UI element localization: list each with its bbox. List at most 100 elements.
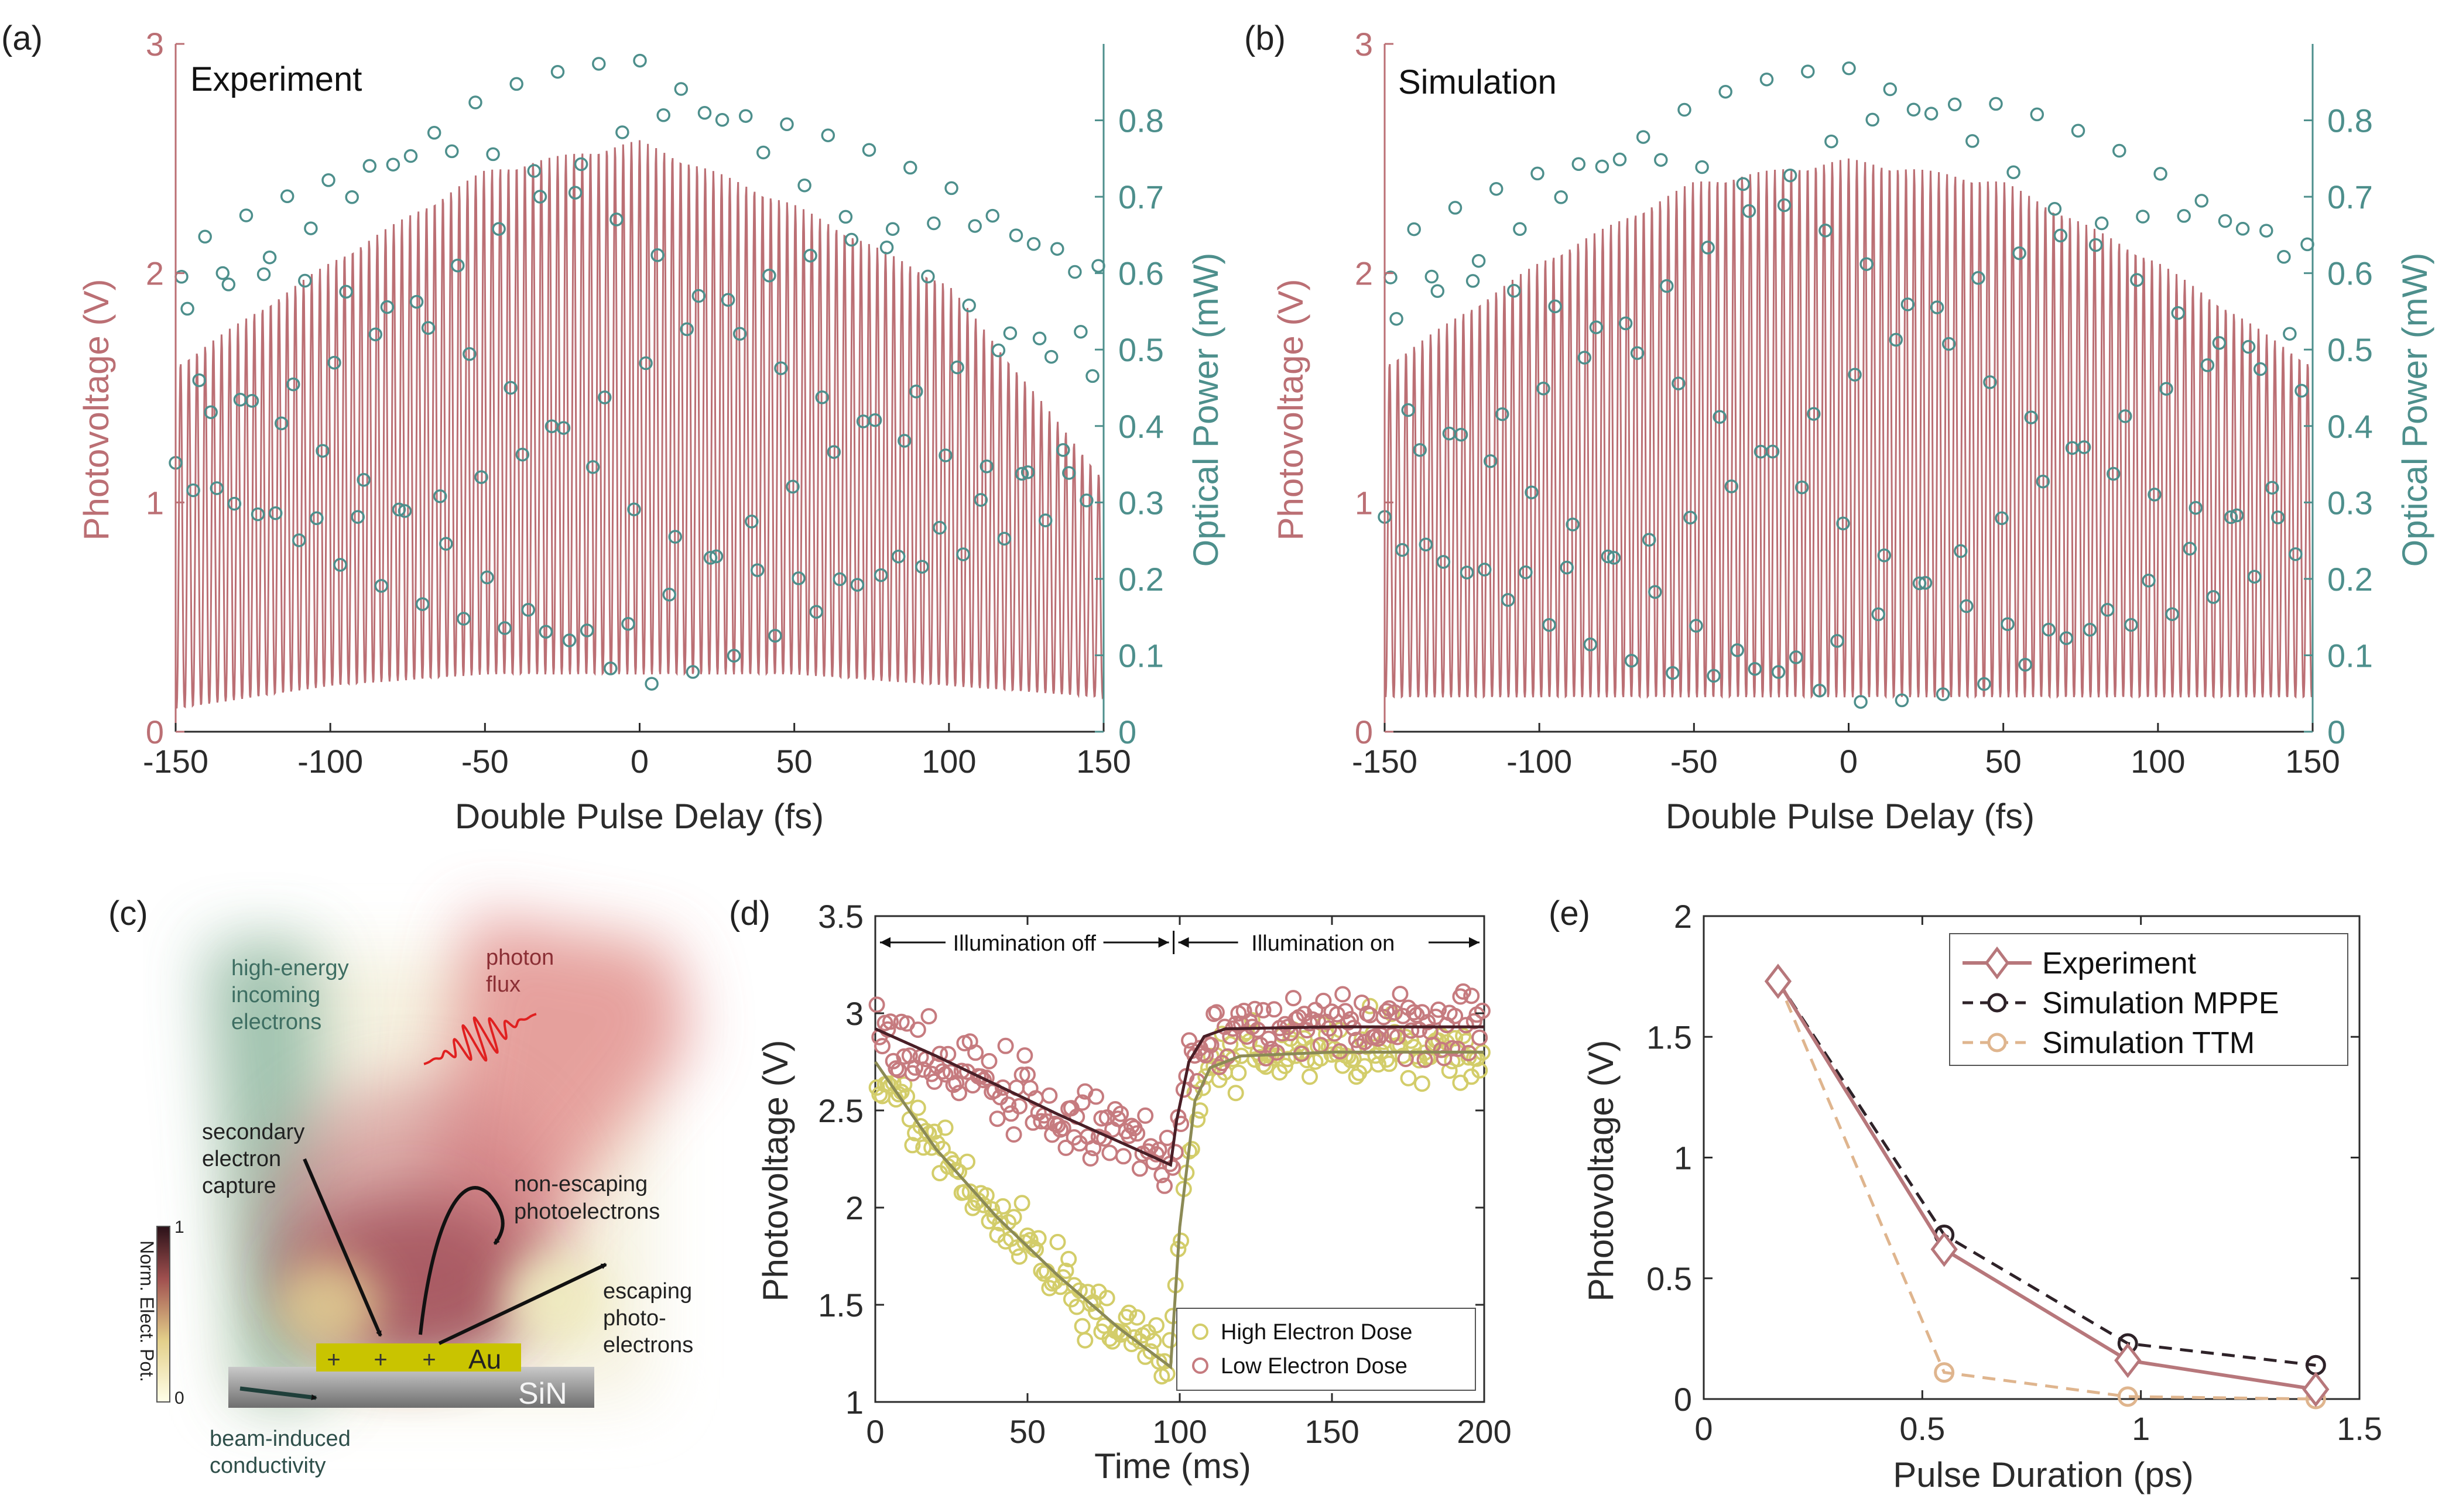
optical-power-point: [2294, 383, 2309, 398]
y-tick-label-right: 0.3: [2327, 484, 2373, 521]
photon-flux-wave: [423, 1013, 537, 1065]
optical-power-point: [1465, 274, 1480, 288]
dose-scatter-point: [1378, 1003, 1395, 1020]
optical-power-point: [980, 460, 994, 474]
optical-power-point: [316, 444, 330, 458]
dose-scatter-point: [879, 1021, 896, 1038]
optical-power-point: [838, 210, 853, 224]
optical-power-point: [756, 145, 770, 160]
optical-power-point: [1038, 513, 1053, 527]
optical-power-point: [1707, 668, 1721, 683]
optical-power-point: [2047, 202, 2062, 216]
colorbar: [156, 1226, 170, 1403]
y-tick-label-right: 0.8: [2327, 102, 2373, 139]
optical-power-point: [709, 549, 724, 564]
svg-text:photo-: photo-: [603, 1306, 666, 1331]
optical-power-point: [944, 181, 958, 196]
dose-scatter-point: [909, 1021, 926, 1038]
dose-scatter-point: [1074, 1094, 1091, 1111]
panel-a-ylabel-right: Optical Power (mW): [1186, 253, 1225, 567]
panel-e-ylabel: Photovoltage (V): [1581, 1040, 1621, 1302]
arrow-head: [1178, 937, 1189, 948]
dose-scatter-point: [934, 1063, 951, 1080]
optical-power-point: [1401, 403, 1415, 417]
y-tick-label: 2: [845, 1189, 864, 1226]
dose-scatter-point: [1471, 1062, 1488, 1079]
optical-power-point: [1068, 265, 1082, 279]
optical-power-point: [463, 347, 477, 361]
dose-scatter-point: [1203, 1037, 1220, 1054]
x-tick-label: 0: [1840, 743, 1858, 780]
x-tick-label: 150: [1304, 1413, 1359, 1450]
optical-power-point: [509, 77, 523, 91]
panel-c-label: (c): [108, 894, 148, 932]
dose-scatter-point: [984, 1201, 1001, 1218]
optical-power-point: [1900, 297, 1915, 311]
optical-power-point: [1477, 563, 1492, 577]
panel-d-ylabel: Photovoltage (V): [756, 1040, 795, 1302]
optical-power-point: [274, 416, 289, 431]
optical-power-point: [1842, 61, 1856, 76]
y-tick-label-right: 0.2: [2327, 561, 2373, 598]
optical-power-point: [256, 267, 271, 282]
y-tick-label-right: 0.7: [1118, 179, 1164, 215]
optical-power-point: [680, 322, 694, 337]
dose-scatter-point: [1463, 988, 1480, 1004]
dose-scatter-point: [1011, 1248, 1028, 1265]
y-tick-label-right: 0: [2327, 714, 2345, 750]
optical-power-point: [627, 502, 641, 516]
optical-power-point: [1807, 407, 1821, 421]
optical-power-point: [398, 504, 412, 518]
optical-power-point: [686, 665, 700, 679]
optical-power-point: [2094, 216, 2109, 231]
optical-power-point: [1062, 466, 1076, 480]
svg-text:photoelectrons: photoelectrons: [514, 1199, 660, 1224]
optical-power-point: [504, 380, 518, 395]
potential-field: [205, 913, 691, 1405]
y-tick-label: 2: [1674, 898, 1692, 935]
optical-power-point: [674, 82, 689, 96]
dose-scatter-point: [1439, 1017, 1455, 1034]
svg-text:escaping: escaping: [603, 1279, 692, 1304]
arrow-head: [1158, 937, 1169, 948]
optical-power-point: [374, 579, 389, 593]
optical-power-point: [1460, 565, 1474, 580]
panel-e-label: (e): [1549, 894, 1590, 932]
x-tick-label: 100: [922, 743, 976, 780]
panel-d: (d) 0 50 100 150 200 1 1.5 2 2.5 3 3.5 Illumination…: [729, 894, 1512, 1486]
dose-fit-line: [875, 1025, 1484, 1167]
panel-d-label: (d): [729, 894, 770, 932]
dose-scatter-point: [1011, 1098, 1028, 1115]
dose-scatter-point: [1282, 1024, 1299, 1041]
optical-power-point: [650, 248, 665, 262]
dose-scatter-point: [1033, 1263, 1050, 1279]
dose-scatter-point: [1074, 1318, 1091, 1335]
substrate-label: SiN: [518, 1377, 567, 1411]
optical-power-point: [392, 502, 406, 517]
dose-scatter-point: [1098, 1290, 1115, 1307]
panel-a-label: (a): [1, 19, 43, 57]
dose-scatter-point: [951, 1163, 967, 1180]
optical-power-point: [515, 447, 530, 462]
optical-power-point: [803, 248, 817, 263]
optical-power-point: [1525, 485, 1539, 499]
optical-power-point: [1015, 467, 1029, 481]
x-tick-label: 0: [1694, 1410, 1713, 1447]
optical-power-point: [527, 164, 542, 178]
dose-scatter-point: [1088, 1088, 1104, 1105]
panel-a: (a) -150 -100 -50 0 50 100 150012300.10.20.30.…: [1, 19, 1225, 836]
optical-power-point: [292, 533, 306, 547]
optical-power-point: [1889, 332, 1903, 347]
optical-power-point: [1936, 687, 1950, 701]
optical-power-point: [1003, 326, 1018, 340]
optical-power-point: [2241, 340, 2256, 354]
panel-d-xlabel: Time (ms): [1094, 1446, 1251, 1486]
optical-power-point: [879, 240, 894, 255]
optical-power-point: [1642, 533, 1656, 547]
dose-scatter-point: [992, 1215, 1009, 1232]
optical-power-point: [1091, 259, 1105, 273]
capture-arrow: [303, 1158, 382, 1337]
optical-power-point: [2271, 510, 2285, 524]
dose-scatter-point: [1328, 1006, 1345, 1023]
panel-b-plot: -150 -100 -50 0 50 100 150012300.10.20.30.40.5…: [1352, 26, 2373, 780]
